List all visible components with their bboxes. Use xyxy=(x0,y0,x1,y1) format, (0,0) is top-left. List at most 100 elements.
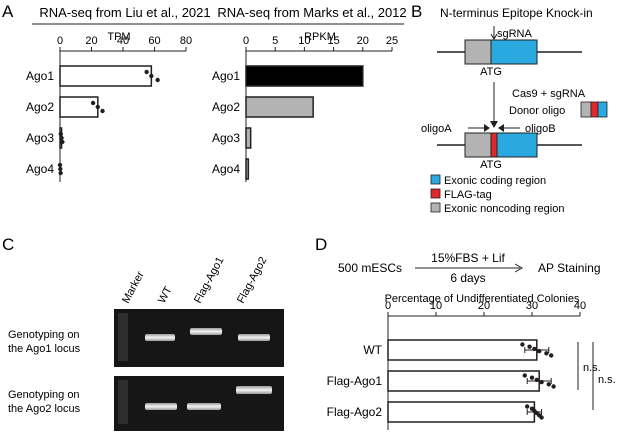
marker-smear-top xyxy=(118,313,128,361)
top-coding-exon xyxy=(490,39,538,65)
gel-row1-line1: Genotyping on xyxy=(8,329,80,341)
legend-label-coding: Exonic coding region xyxy=(444,175,546,187)
colony-category-label: WT xyxy=(363,343,382,357)
rpkm-axis-label: RPKM xyxy=(304,31,336,43)
rpkm-bar xyxy=(245,65,364,87)
legend-label-noncoding: Exonic noncoding region xyxy=(444,203,564,215)
tpm-bar xyxy=(59,65,153,87)
gel-row1-line2: the Ago1 locus xyxy=(8,343,81,355)
colony-data-point xyxy=(551,384,556,389)
rpkm-tick-label: 25 xyxy=(386,35,398,47)
donor-label: Donor oligo xyxy=(509,105,565,117)
oligo-a-arrowhead xyxy=(484,124,490,132)
tpm-tick-label: 60 xyxy=(148,35,160,47)
oligo-b-arrowhead xyxy=(498,124,504,132)
rpkm-tick-label: 20 xyxy=(357,35,369,47)
panel-label-b: B xyxy=(411,2,422,21)
colony-data-point xyxy=(544,351,549,356)
gel-row2-line2: the Ago2 locus xyxy=(8,403,81,415)
bottom-noncoding-exon xyxy=(464,132,492,158)
tpm-data-point xyxy=(60,139,65,145)
rpkm-category-label: Ago1 xyxy=(212,69,240,83)
legend-swatch-flag xyxy=(430,188,441,199)
rpkm-bar xyxy=(245,127,252,149)
colony-tick-label: 10 xyxy=(430,300,442,312)
tpm-category-label: Ago4 xyxy=(26,162,54,176)
lane-label-wt: WT xyxy=(156,284,175,305)
lane-label-flag-ago1: Flag-Ago1 xyxy=(192,255,226,305)
assay-readout: AP Staining xyxy=(538,261,601,275)
tpm-chart-title: RNA-seq from Liu et al., 2021 xyxy=(39,5,210,20)
colony-tick-label: 40 xyxy=(574,300,586,312)
tpm-data-point xyxy=(90,100,96,106)
tpm-category-label: Ago1 xyxy=(26,69,54,83)
colony-data-point xyxy=(522,373,527,378)
oligo-a-label: oligoA xyxy=(421,123,452,135)
colony-chart: Percentage of Undifferentiated Colonies … xyxy=(327,293,616,430)
band-flag-ago1-ago2 xyxy=(187,403,221,410)
colony-bar xyxy=(387,401,536,423)
band-wt-ago1 xyxy=(145,334,175,341)
tpm-data-point xyxy=(58,131,63,137)
bottom-flag-insert xyxy=(490,132,498,158)
panel-label-d: D xyxy=(315,235,327,254)
sgrna-label: sgRNA xyxy=(497,28,533,40)
colony-data-point xyxy=(532,346,537,352)
bottom-atg-label: ATG xyxy=(480,159,502,171)
rpkm-bar xyxy=(245,96,314,118)
colony-category-label: Flag-Ago1 xyxy=(327,374,383,388)
tpm-data-point xyxy=(144,69,149,75)
gel-panel: Marker WT Flag-Ago1 Flag-Ago2 Genotyping… xyxy=(8,255,284,431)
tpm-category-label: Ago2 xyxy=(26,100,54,114)
rpkm-tick-label: 5 xyxy=(272,35,278,47)
sig-label-1: n.s. xyxy=(583,362,601,374)
tpm-data-point xyxy=(58,166,63,172)
tpm-tick-label: 0 xyxy=(57,35,63,47)
colony-data-point xyxy=(546,382,551,387)
rpkm-tick-label: 10 xyxy=(298,35,310,47)
colony-data-point xyxy=(539,415,544,420)
donor-coding xyxy=(597,101,608,118)
rpkm-category-label: Ago3 xyxy=(212,131,240,145)
donor-flag xyxy=(590,101,599,118)
band-flag-ago2-ago2 xyxy=(236,386,272,394)
colony-data-point xyxy=(537,348,542,354)
tpm-chart: RNA-seq from Liu et al., 2021 TPM 0 20 40 6… xyxy=(26,5,218,182)
colony-data-point xyxy=(534,377,539,383)
lane-label-flag-ago2: Flag-Ago2 xyxy=(235,255,269,305)
tpm-tick-label: 20 xyxy=(85,35,97,47)
legend-swatch-coding xyxy=(430,174,441,185)
oligo-b-label: oligoB xyxy=(525,123,556,135)
band-flag-ago1-ago1 xyxy=(190,328,222,335)
rpkm-chart: RNA-seq from Marks et al., 2012 RPKM 0 5 1… xyxy=(212,5,407,182)
colony-data-point xyxy=(520,342,525,347)
cas9-label: Cas9 + sgRNA xyxy=(512,88,586,100)
colony-tick-label: 0 xyxy=(385,300,391,312)
top-atg-label: ATG xyxy=(480,66,502,78)
colony-category-label: Flag-Ago2 xyxy=(327,405,383,419)
lane-label-marker: Marker xyxy=(120,269,147,305)
colony-data-point xyxy=(527,344,532,349)
colony-chart-title: Percentage of Undifferentiated Colonies xyxy=(385,293,580,305)
tpm-data-point xyxy=(57,162,63,168)
tpm-category-label: Ago3 xyxy=(26,131,54,145)
process-arrowhead xyxy=(490,121,498,128)
sig-label-2: n.s. xyxy=(598,374,616,386)
colony-bar xyxy=(387,339,538,361)
schematic-title: N-terminus Epitope Knock-in xyxy=(440,6,593,20)
tpm-data-point xyxy=(100,108,105,114)
panel-label-a: A xyxy=(2,2,14,21)
tpm-data-point xyxy=(149,73,154,79)
tpm-axis-label: TPM xyxy=(107,31,130,43)
colony-tick-label: 20 xyxy=(478,300,490,312)
assay-condition: 15%FBS + Lif xyxy=(431,251,505,265)
colony-bar xyxy=(387,370,540,392)
colony-data-point xyxy=(539,379,544,385)
tpm-tick-label: 40 xyxy=(117,35,129,47)
rpkm-tick-label: 0 xyxy=(243,35,249,47)
rpkm-category-label: Ago4 xyxy=(212,162,240,176)
rpkm-category-label: Ago2 xyxy=(212,100,240,114)
band-flag-ago2-ago1 xyxy=(238,334,270,341)
tpm-data-point xyxy=(58,170,63,176)
assay-cells: 500 mESCs xyxy=(338,261,402,275)
